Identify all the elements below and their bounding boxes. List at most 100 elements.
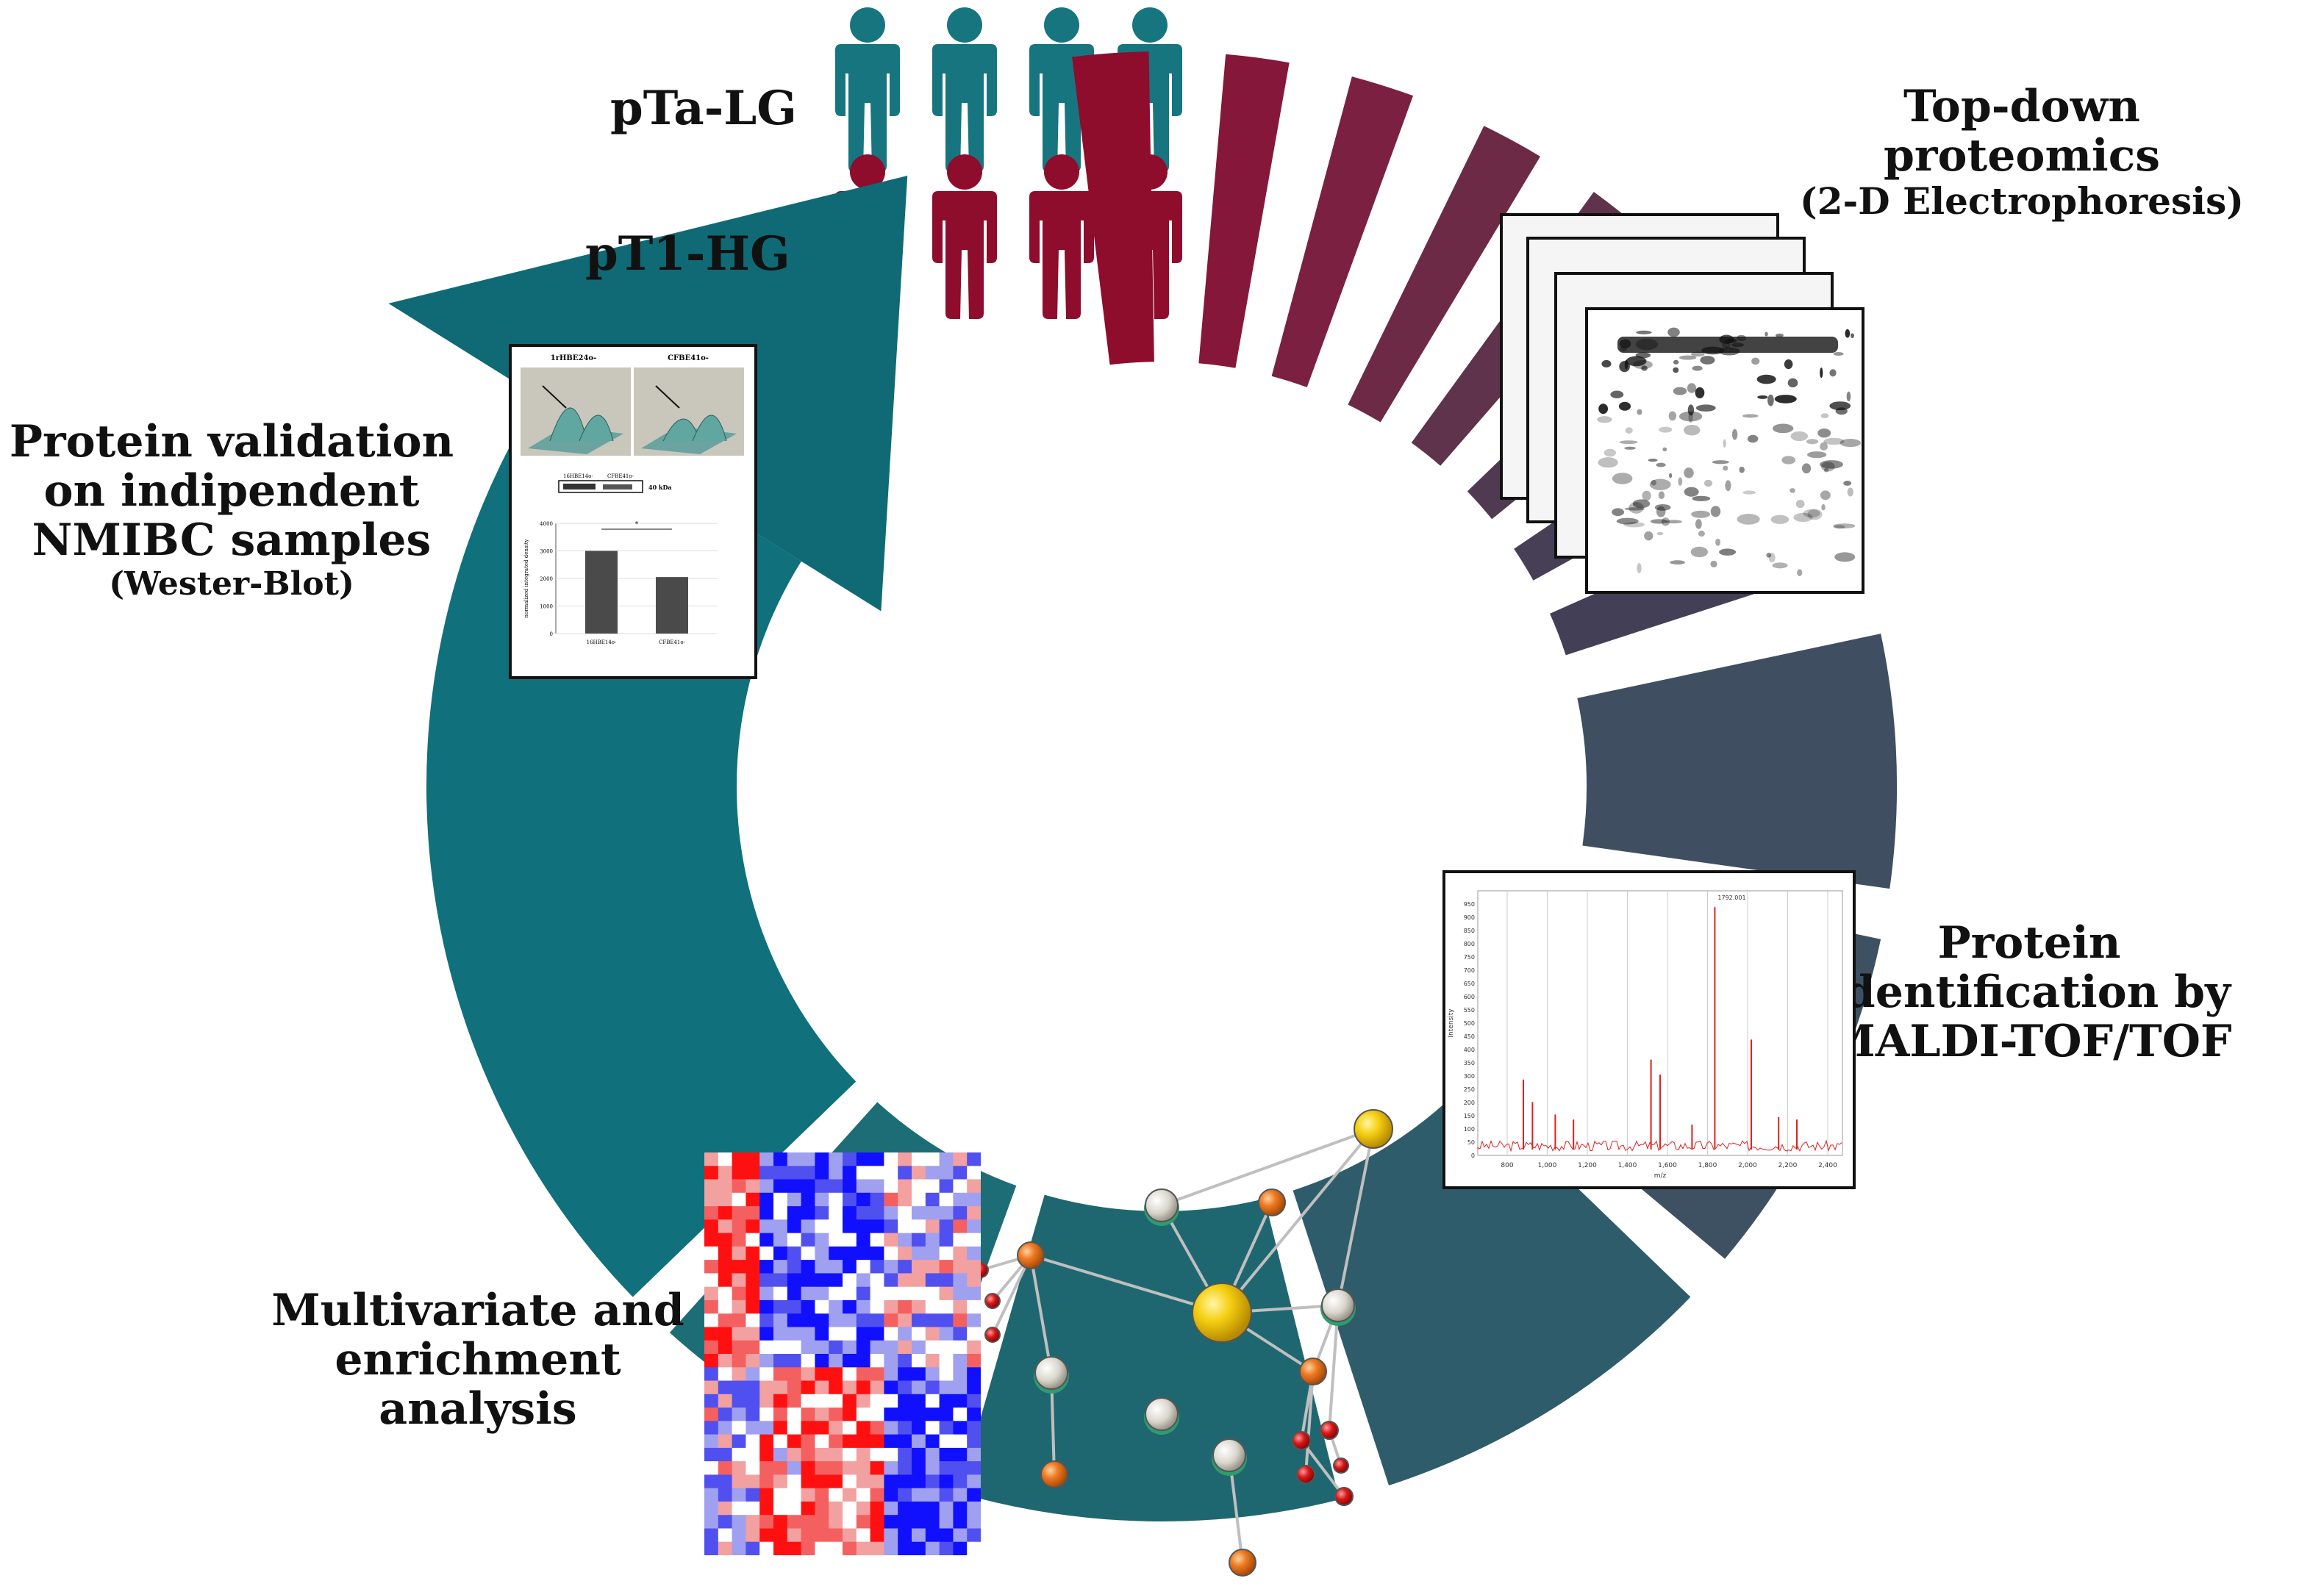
heatmap-cell: [829, 1367, 843, 1382]
gel-spot: [1619, 440, 1638, 445]
heatmap-cell: [815, 1286, 829, 1301]
wb-panel1-title: 1rHBE24o-: [551, 354, 597, 362]
wb-ytick: 0: [550, 631, 553, 637]
heatmap-cell: [953, 1394, 968, 1408]
heatmap-cell: [815, 1367, 829, 1382]
heatmap-cell: [898, 1488, 912, 1502]
heatmap-cell: [856, 1408, 871, 1421]
gel-spot: [1823, 467, 1829, 473]
heatmap-cell: [732, 1447, 746, 1462]
gel-spot: [1598, 457, 1618, 468]
spectrum-xtick: 1,400: [1618, 1162, 1637, 1169]
heatmap-cell: [746, 1501, 760, 1516]
gel-spot: [1737, 334, 1747, 342]
gel-spot: [1795, 500, 1805, 509]
network-node: [1017, 1241, 1045, 1269]
heatmap-cell: [787, 1367, 802, 1382]
heatmap-cell: [856, 1273, 871, 1288]
label-multivariate: Multivariate and enrichment analysis: [250, 1286, 706, 1435]
heatmap-cell: [898, 1528, 912, 1543]
heatmap-cell: [732, 1219, 746, 1234]
heatmap-cell: [912, 1286, 926, 1301]
heatmap-cell: [773, 1313, 788, 1327]
network-node: [1145, 1188, 1179, 1222]
heatmap-cell: [925, 1246, 940, 1261]
heatmap-cell: [759, 1367, 774, 1382]
heatmap-cell: [953, 1152, 968, 1166]
heatmap-cell: [718, 1447, 733, 1462]
heatmap-cell: [815, 1192, 829, 1207]
heatmap-cell: [925, 1192, 940, 1207]
heatmap-cell: [843, 1246, 857, 1261]
network-edge: [1030, 1254, 1223, 1314]
heatmap-cell: [732, 1394, 746, 1408]
heatmap-cell: [704, 1233, 719, 1247]
heatmap-cell: [856, 1394, 871, 1408]
heatmap-cell: [953, 1179, 968, 1194]
heatmap-cell: [787, 1501, 802, 1516]
heatmap-cell: [787, 1219, 802, 1234]
heatmap-cell: [953, 1461, 968, 1475]
heatmap-cell: [884, 1299, 898, 1314]
gel-spot: [1698, 530, 1705, 537]
heatmap-cell: [939, 1541, 954, 1556]
heatmap-cell: [718, 1501, 733, 1516]
gel-spot: [1612, 473, 1633, 484]
label-validation-line3: NMIBC samples: [32, 514, 432, 567]
heatmap-cell: [843, 1541, 857, 1556]
heatmap-cell: [746, 1367, 760, 1382]
gel-spot: [1695, 404, 1716, 412]
cycle-segment: [1292, 1081, 1691, 1486]
heatmap-cell: [856, 1299, 871, 1314]
heatmap-cell: [953, 1219, 968, 1234]
network-edge: [1029, 1255, 1053, 1374]
heatmap-cell: [829, 1327, 843, 1341]
heatmap-cell: [759, 1313, 774, 1327]
heatmap-cell: [787, 1541, 802, 1556]
heatmap-cell: [732, 1541, 746, 1556]
wb-3d-peak: [692, 415, 727, 442]
spectrum-ytick: 650: [1464, 980, 1475, 987]
heatmap-cell: [773, 1327, 788, 1341]
heatmap-cell: [967, 1192, 982, 1207]
gel-spot: [1751, 357, 1760, 365]
gel-spot: [1612, 508, 1624, 517]
heatmap-cell: [773, 1233, 788, 1247]
gel-spot: [1742, 490, 1756, 495]
heatmap-cell: [773, 1246, 788, 1261]
gel-spot: [1701, 346, 1725, 355]
gel-spot: [1695, 519, 1702, 529]
heatmap-cell: [773, 1179, 788, 1194]
heatmap-cell: [884, 1260, 898, 1274]
heatmap-cell: [843, 1380, 857, 1395]
maldi-spectrum-inset: 800 1,000 1,200 1,400 1,600 1,800 2,000 2,200 2,…: [1442, 870, 1856, 1189]
network-node: [1299, 1358, 1327, 1385]
wb-bar: [656, 577, 688, 634]
label-identification-line1: Protein: [1937, 917, 2121, 969]
gel-spot: [1625, 427, 1633, 434]
network-edge: [1300, 1439, 1345, 1498]
gel-spot: [1618, 401, 1631, 411]
heatmap-cell: [746, 1434, 760, 1449]
wb-ylabel: normalized integrated density: [523, 539, 529, 617]
heatmap-cell: [870, 1233, 884, 1247]
heatmap-cell: [829, 1461, 843, 1475]
gel-image: [1585, 307, 1864, 594]
heatmap-cell: [801, 1233, 815, 1247]
heatmap-cell: [704, 1354, 719, 1368]
heatmap-cell: [953, 1340, 968, 1355]
gel-spot: [1636, 330, 1652, 334]
gel-spot: [1695, 387, 1705, 398]
cycle-segment: [1577, 634, 1897, 889]
heatmap-cell: [912, 1327, 926, 1341]
network-node: [1296, 1465, 1315, 1484]
heatmap-cell: [967, 1541, 982, 1556]
spectrum-ytick: 300: [1464, 1073, 1475, 1080]
heatmap-cell: [746, 1541, 760, 1556]
heatmap-cell: [718, 1340, 733, 1355]
heatmap-cell: [815, 1260, 829, 1274]
heatmap-cell: [718, 1233, 733, 1247]
heatmap-cell: [815, 1340, 829, 1355]
heatmap-cell: [787, 1434, 802, 1449]
heatmap-cell: [759, 1166, 774, 1180]
